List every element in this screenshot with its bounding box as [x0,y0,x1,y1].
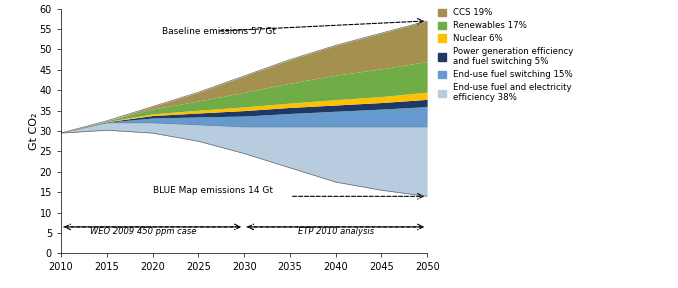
Text: WEO 2009 450 ppm case: WEO 2009 450 ppm case [90,227,197,236]
Legend: CCS 19%, Renewables 17%, Nuclear 6%, Power generation efficiency
and fuel switch: CCS 19%, Renewables 17%, Nuclear 6%, Pow… [435,5,576,105]
Text: Baseline emissions 57 Gt: Baseline emissions 57 Gt [162,26,276,36]
Text: BLUE Map emissions 14 Gt: BLUE Map emissions 14 Gt [153,186,273,195]
Text: ETP 2010 analysis: ETP 2010 analysis [298,227,374,236]
Y-axis label: Gt CO₂: Gt CO₂ [29,112,39,150]
